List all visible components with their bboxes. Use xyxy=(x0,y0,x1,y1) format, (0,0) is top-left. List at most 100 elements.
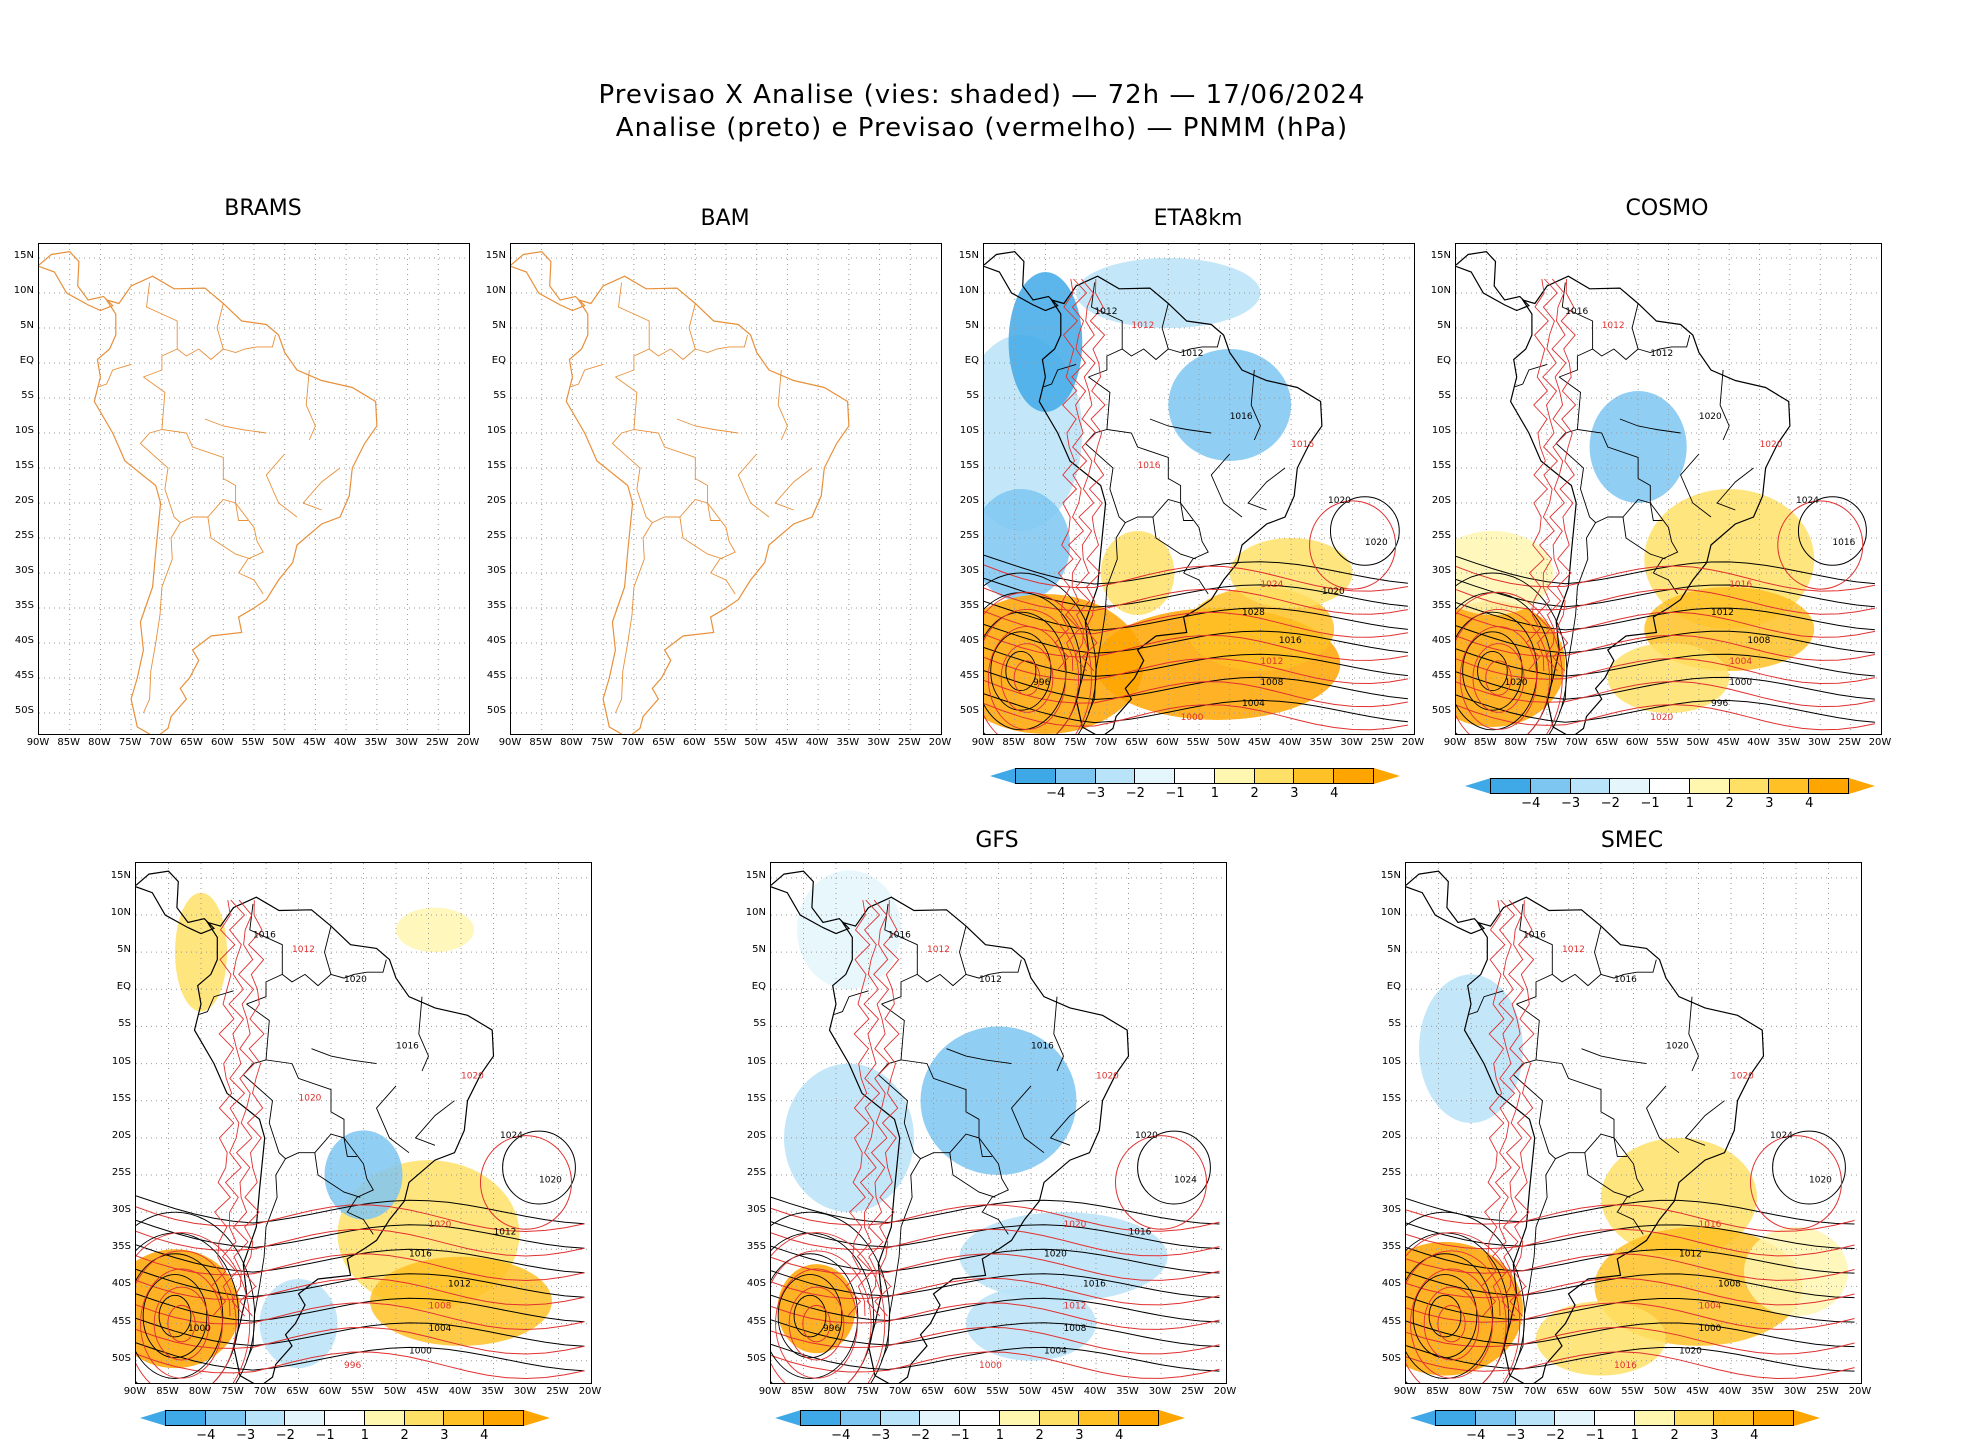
map-canvas: 1016 1012 1020 1016 1020 1024 1020 1020 1016 1012… xyxy=(136,863,591,1383)
country-border xyxy=(246,1003,345,1138)
isobar-label: 1020 xyxy=(1505,678,1528,688)
coastline-south-america xyxy=(565,275,850,734)
isobar-label: 996 xyxy=(1033,678,1050,688)
low-pressure-isobar-forecast xyxy=(1456,608,1550,734)
isobar-forecast xyxy=(1406,1326,1855,1355)
high-pressure-isobar xyxy=(1329,496,1400,566)
isobar-analysis xyxy=(771,1270,1220,1298)
isobar-forecast xyxy=(1456,588,1875,615)
lat-tick-label: 25S xyxy=(1381,1167,1401,1178)
isobar-label: 1020 xyxy=(429,1220,452,1230)
isobar-label: 1000 xyxy=(188,1324,211,1334)
colorbar-swatch xyxy=(1015,768,1056,784)
high-pressure-isobar-forecast xyxy=(1309,500,1397,590)
lat-tick-label: 20S xyxy=(1431,495,1451,506)
lon-tick-label: 65W xyxy=(1556,1386,1579,1397)
lat-tick-label: 45S xyxy=(959,670,979,681)
colorbar-label: 4 xyxy=(1805,796,1814,811)
colorbar-swatch xyxy=(324,1410,365,1426)
isobar-label: 1028 xyxy=(1242,608,1265,618)
lat-tick-label: 10N xyxy=(485,285,506,296)
isobar-label: 1012 xyxy=(1711,608,1734,618)
colorbar-swatch xyxy=(1078,1410,1120,1426)
colorbar-swatch xyxy=(1808,778,1850,794)
panel-title-gfs: GFS xyxy=(975,828,1019,853)
country-border xyxy=(418,996,429,1072)
lat-tick-label: 5N xyxy=(752,944,766,956)
isobar-label: 1020 xyxy=(1699,412,1722,422)
country-border xyxy=(1516,925,1602,1005)
country-border xyxy=(1088,303,1169,378)
lon-tick-label: 20W xyxy=(1213,1386,1237,1397)
lon-tick-label: 45W xyxy=(303,737,326,748)
lon-tick-label: 65W xyxy=(1595,737,1619,748)
country-border xyxy=(1680,453,1712,518)
colorbar-label: 4 xyxy=(1330,786,1339,801)
isobar-label: 1012 xyxy=(494,1227,517,1237)
country-border xyxy=(1168,334,1221,353)
isobar-forecast xyxy=(1456,657,1875,685)
low-pressure-isobar-forecast xyxy=(771,1250,872,1383)
country-border xyxy=(679,498,720,521)
isobar-label: 1016 xyxy=(1614,1361,1637,1371)
isobar-label: 1004 xyxy=(1242,699,1265,709)
lon-tick-label: 60W xyxy=(210,737,234,748)
lat-tick-label: 35S xyxy=(486,600,506,611)
colorbar-swatch xyxy=(1333,768,1375,784)
lon-tick-label: 60W xyxy=(953,1386,977,1397)
country-border xyxy=(207,498,248,521)
isobar-label: 1012 xyxy=(1181,349,1204,359)
country-border xyxy=(884,903,918,975)
low-pressure-isobar xyxy=(1428,1294,1462,1338)
lon-tick-label: 75W xyxy=(221,1386,244,1397)
country-border xyxy=(314,1133,357,1157)
low-pressure-isobar-forecast xyxy=(167,1304,196,1343)
lat-tick-label: 15S xyxy=(14,460,34,471)
isobar-label: 1012 xyxy=(1131,321,1154,331)
isobar-forecast xyxy=(1456,634,1875,661)
country-border xyxy=(223,334,276,353)
lon-tick-label: 40W xyxy=(1718,1386,1742,1397)
country-border xyxy=(143,376,237,503)
lat-tick-label: 5S xyxy=(966,390,979,401)
low-pressure-isobar xyxy=(771,1211,891,1383)
lat-tick-label: 5N xyxy=(20,320,34,331)
isobar-label: 1004 xyxy=(1044,1346,1067,1356)
isobar-label: 1008 xyxy=(429,1302,452,1312)
andes-contour xyxy=(1509,900,1535,1317)
map-panel-eta: 1012 1012 1012 1016 1016 1020 1020 1024 1028 1016… xyxy=(983,243,1415,735)
isobar-label: 1020 xyxy=(1322,587,1345,597)
lon-tick-label: 55W xyxy=(1621,1386,1644,1397)
coastline-central-america xyxy=(1406,870,1486,935)
country-border xyxy=(246,925,332,1005)
isobar-label: 1016 xyxy=(1565,307,1588,317)
lat-tick-label: 25S xyxy=(14,530,34,541)
isobar-label: 1012 xyxy=(448,1279,471,1289)
lat-tick-label: 45S xyxy=(1381,1315,1401,1327)
lon-tick-label: 90W xyxy=(971,737,995,748)
andes-contour xyxy=(1480,900,1506,1317)
lat-tick-label: 35S xyxy=(14,600,34,611)
coastline-south-america xyxy=(93,275,378,734)
colorbar-swatch xyxy=(998,1410,1040,1426)
country-border xyxy=(1716,467,1754,511)
colorbar-label: −3 xyxy=(1085,786,1106,801)
country-border xyxy=(570,363,604,388)
isobar-analysis xyxy=(984,670,1408,701)
lat-tick-label: 20S xyxy=(746,1129,766,1141)
isobar-label: 1020 xyxy=(1679,1346,1702,1356)
isobar-label: 1020 xyxy=(1365,538,1388,548)
country-border xyxy=(1043,363,1077,388)
lat-tick-label: 10N xyxy=(13,285,34,296)
andes-contour xyxy=(239,900,265,1317)
low-pressure-isobar-forecast xyxy=(771,1232,886,1383)
andes-contour xyxy=(210,900,236,1317)
low-pressure-isobar-forecast xyxy=(1013,660,1041,696)
lat-tick-label: 10N xyxy=(958,285,979,296)
lon-tick-label: 70W xyxy=(149,737,173,748)
colorbar-swatch xyxy=(1594,1410,1635,1426)
lon-tick-label: 35W xyxy=(1309,737,1333,748)
isobar-analysis xyxy=(1406,1222,1855,1249)
country-border xyxy=(1581,1048,1647,1065)
lat-tick-label: 5N xyxy=(117,944,131,956)
